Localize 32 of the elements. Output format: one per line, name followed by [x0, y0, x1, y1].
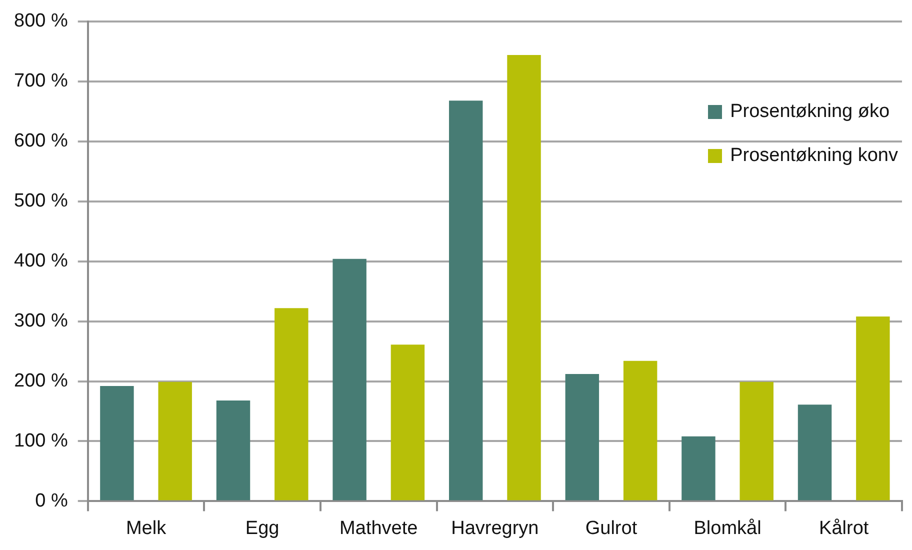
bar [740, 382, 774, 500]
x-tick-label: Melk [126, 518, 167, 539]
x-tick-label: Havregryn [451, 518, 539, 539]
x-tick-label: Mathvete [340, 518, 418, 539]
x-tick-label: Blomkål [694, 518, 762, 539]
y-tick-label: 100 % [14, 430, 68, 452]
x-tick-label: Egg [245, 518, 280, 539]
bar [216, 400, 250, 500]
y-tick-label: 600 % [14, 130, 68, 152]
y-tick-label: 400 % [14, 250, 68, 272]
legend-label: Prosentøkning øko [730, 101, 890, 124]
bar [623, 360, 658, 500]
bar [158, 382, 192, 500]
bar [798, 404, 832, 500]
y-tick-label: 800 % [14, 10, 68, 32]
y-tick-label: 500 % [14, 190, 68, 212]
y-tick-label: 0 % [35, 490, 68, 512]
bar [274, 308, 308, 500]
bar [856, 316, 890, 500]
y-tick-label: 300 % [14, 310, 68, 332]
bar [448, 100, 483, 500]
bar [682, 436, 716, 500]
x-tick-label: Kålrot [819, 518, 870, 539]
legend-label: Prosentøkning konv [730, 145, 898, 168]
bar [565, 374, 600, 500]
x-tick-label: Gulrot [585, 518, 638, 539]
bar [100, 386, 134, 500]
bar [390, 344, 425, 500]
bar [332, 258, 366, 500]
y-tick-label: 200 % [14, 370, 68, 392]
y-tick-label: 700 % [14, 70, 68, 92]
bar [507, 54, 541, 500]
